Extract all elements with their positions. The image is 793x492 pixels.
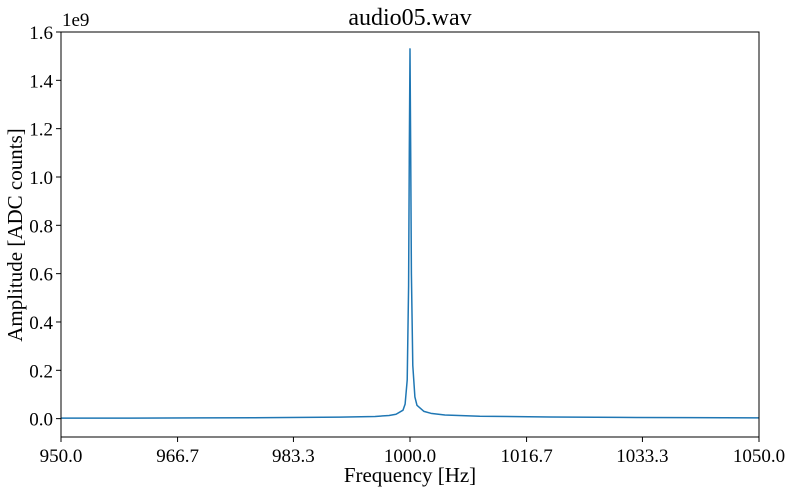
x-axis-ticks: 950.0 966.7 983.3 1000.0 1016.7 1033.3 1050.0 [40, 437, 785, 467]
x-tick-label: 1016.7 [500, 446, 552, 467]
x-tick-label: 1000.0 [384, 446, 436, 467]
y-tick-label: 1.0 [29, 168, 53, 189]
y-axis-label: Amplitude [ADC counts] [3, 128, 27, 341]
y-tick-label: 0.0 [29, 410, 53, 431]
plot-layer [61, 48, 760, 419]
x-tick-label: 966.7 [156, 446, 199, 467]
x-tick-label: 950.0 [40, 446, 83, 467]
y-tick-label: 1.4 [29, 71, 53, 92]
x-tick-label: 983.3 [272, 446, 315, 467]
x-tick-label: 1050.0 [733, 446, 785, 467]
y-tick-label: 1.6 [29, 23, 53, 44]
y-tick-label: 1.2 [29, 120, 53, 141]
y-tick-label: 0.8 [29, 216, 53, 237]
chart-title: audio05.wav [348, 5, 471, 31]
x-axis-label: Frequency [Hz] [344, 463, 476, 487]
y-tick-label: 0.4 [29, 313, 53, 334]
y-offset-label: 1e9 [62, 10, 89, 31]
y-tick-label: 0.2 [29, 361, 53, 382]
y-tick-label: 0.6 [29, 265, 53, 286]
y-axis-ticks: 0.0 0.2 0.4 0.6 0.8 1.0 1.2 1.4 1.6 [29, 23, 61, 431]
series-line [61, 48, 760, 419]
x-tick-label: 1033.3 [616, 446, 668, 467]
